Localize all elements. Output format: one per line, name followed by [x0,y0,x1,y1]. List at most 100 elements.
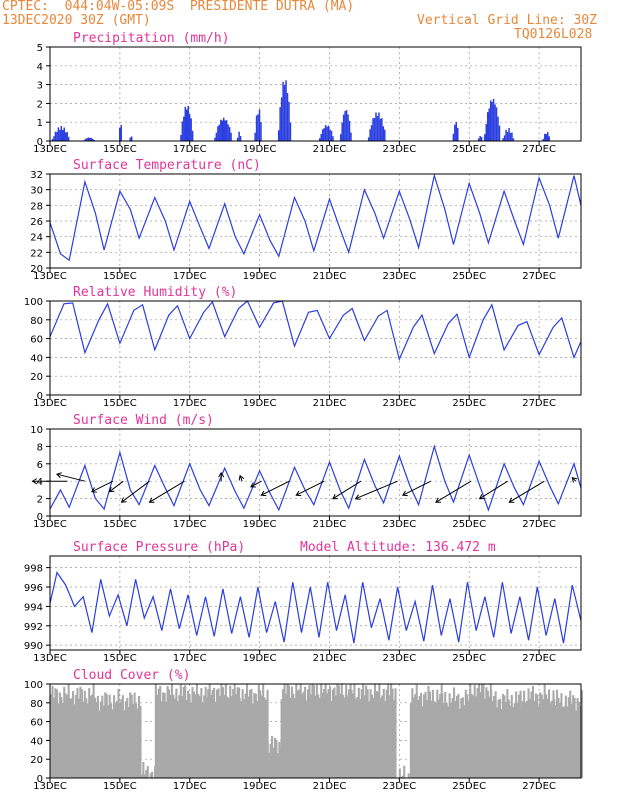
precip-bar [59,129,61,141]
cloud-bar [223,694,226,778]
cloud-bar [184,685,187,778]
x-tick-label: 13DEC [33,271,67,282]
precip-bar [90,137,93,141]
precip-bar [64,132,67,141]
cloud-bar [444,691,447,778]
wind-vector [479,480,508,500]
cloud-bar [350,689,353,778]
cloud-bar [563,706,566,778]
precip-bar [511,132,513,141]
cloud-bar [458,708,461,778]
cloud-bar [485,687,488,778]
cloud-bar [232,689,235,778]
cloud-bar [230,696,233,778]
cloud-bar [257,685,260,778]
cloud-bar [497,699,500,778]
cloud-bar [107,705,110,778]
precip-bar [381,118,383,141]
cloud-bar [159,685,162,778]
x-tick-label: 23DEC [382,398,416,409]
cloud-bar [362,684,365,778]
cloud-bar [327,689,330,778]
cloud-bar [500,708,503,778]
precip-bar [254,132,256,141]
x-tick-label: 21DEC [313,398,347,409]
precip-bar [238,131,240,141]
precip-bar [455,121,458,141]
cloud-bar [203,695,206,778]
cloud-bar [576,698,579,778]
y-tick-label: 996 [24,583,43,594]
cloud-bar [243,699,246,778]
precip-bar [283,84,286,141]
x-tick-label: 21DEC [313,144,347,155]
cloud-bar [537,706,540,778]
y-tick-label: 1 [37,118,43,129]
y-tick-label: 24 [30,233,43,244]
x-tick-label: 17DEC [173,781,207,792]
cloud-bar [166,686,169,778]
precip-bar [494,104,496,141]
cloud-bar [96,695,99,778]
precip-bar [324,125,327,141]
y-tick-label: 4 [37,62,43,73]
cloud-bar [89,695,92,778]
precip-bar [86,138,88,141]
precip-bar [188,114,191,141]
wind-arrowhead [238,474,245,481]
cloud-bar [88,688,91,778]
x-tick-label: 13DEC [33,398,67,409]
y-tick-label: 990 [24,641,43,652]
cloud-bar [548,689,551,778]
y-tick-label: 5 [37,43,43,54]
cloud-bar [554,705,557,778]
y-tick-label: 30 [30,186,43,197]
precip-bar [326,126,328,141]
cloud-bar [85,698,88,778]
cloud-bar [557,697,560,778]
precip-bar [51,138,54,141]
cloud-bar [244,693,247,778]
cloud-bar [299,684,302,778]
panel-4: 0 2 4 6 8 10 13DEC 15DEC 17DEC 19DEC 21DEC 23DEC 25D… [30,413,582,530]
x-tick-label: 19DEC [243,271,277,282]
cloud-bar [194,694,197,778]
cloud-bar [536,694,539,778]
series-line [49,444,582,512]
x-tick-label: 15DEC [103,653,137,664]
precip-bar [339,134,342,141]
panel-5: 990 992 994 996 998 13DEC 15DEC 17DEC 19DEC 21DEC… [24,540,582,664]
cloud-bar [250,688,253,778]
cloud-bar [480,684,484,778]
precip-bar [320,133,322,141]
cloud-bar [539,692,542,778]
x-tick-label: 25DEC [452,781,486,792]
cloud-bar [314,695,317,778]
cloud-bar [315,684,318,778]
cloud-bar [55,689,58,778]
cloud-bar [304,686,307,778]
cloud-bar [276,753,279,778]
cloud-bar [567,697,570,778]
wind-arrowhead [260,490,267,497]
cloud-bar [507,699,510,778]
cloud-bar [482,684,485,778]
cloud-bar [491,701,494,778]
cloud-bar [149,773,152,778]
x-tick-label: 17DEC [173,653,207,664]
cloud-bar [126,697,129,778]
cloud-bar [546,698,549,778]
precip-bar [548,136,550,141]
cloud-bar [170,684,174,778]
panel-title: Surface Wind (m/s) [73,413,214,428]
precip-bar [498,125,501,141]
precip-bar [54,131,57,141]
precip-bar [491,101,493,141]
plot-frame [49,46,582,142]
precip-bar [228,127,231,141]
cloud-bar [336,684,339,778]
cloud-bar [181,696,184,778]
cloud-bar [63,686,66,778]
cloud-bar [296,690,299,778]
cloud-bar [64,693,67,778]
